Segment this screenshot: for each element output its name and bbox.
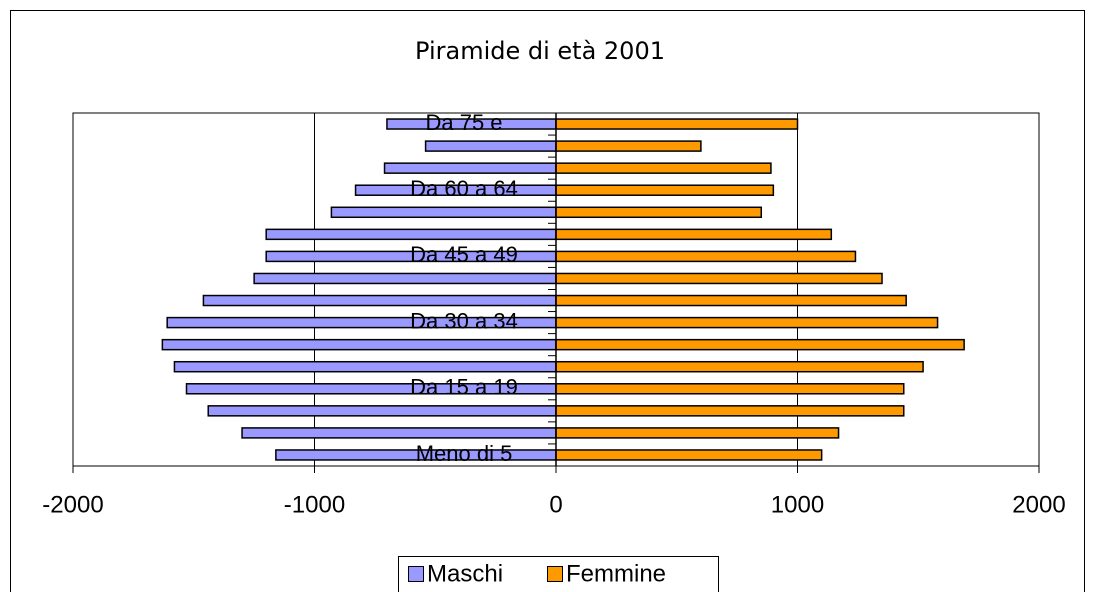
bar	[555, 449, 823, 461]
x-tick-label: 2000	[1012, 491, 1065, 518]
plot-area: -2000 -1000 0 1000 2000 Meno di 5 Da 15 a 19 Da…	[42, 110, 1065, 519]
bar	[161, 338, 557, 351]
bar	[207, 405, 557, 417]
x-tick-label: -1000	[284, 491, 345, 518]
bar	[555, 184, 775, 196]
legend-swatch	[408, 566, 424, 582]
bar	[253, 272, 557, 285]
y-tick-label: Da 75 e	[425, 110, 502, 135]
bar	[555, 206, 763, 219]
x-tick-label: 0	[549, 491, 562, 518]
y-tick-label: Da 15 a 19	[410, 375, 518, 400]
bar	[383, 162, 557, 174]
y-tick-label: Da 30 a 34	[410, 308, 518, 333]
bar	[241, 427, 557, 439]
bar	[555, 162, 772, 174]
legend-label: Maschi	[427, 560, 503, 587]
bar	[555, 316, 939, 329]
bar	[555, 118, 799, 130]
bar	[555, 294, 907, 307]
chart-border	[10, 10, 1085, 592]
y-tick-label: Da 45 a 49	[410, 242, 518, 267]
bar	[202, 294, 557, 307]
legend: Maschi Femmine	[398, 556, 719, 592]
x-tick-label: -2000	[42, 491, 103, 518]
bar	[555, 272, 883, 285]
chart-title: Piramide di età 2001	[415, 37, 665, 65]
bar	[555, 140, 702, 152]
legend-swatch	[547, 566, 563, 582]
bar	[555, 383, 905, 395]
bar	[555, 228, 833, 241]
y-tick-label: Meno di 5	[416, 441, 513, 466]
x-tick-label: 1000	[771, 491, 824, 518]
y-tick-label: Da 60 a 64	[410, 176, 518, 201]
bar	[265, 228, 557, 241]
bar	[555, 360, 924, 373]
bar	[173, 360, 557, 373]
bar	[555, 405, 905, 417]
bar	[330, 206, 557, 219]
bar	[555, 427, 840, 439]
bar	[424, 140, 557, 152]
bar	[555, 250, 857, 263]
bar	[555, 338, 965, 351]
legend-label: Femmine	[566, 560, 666, 587]
